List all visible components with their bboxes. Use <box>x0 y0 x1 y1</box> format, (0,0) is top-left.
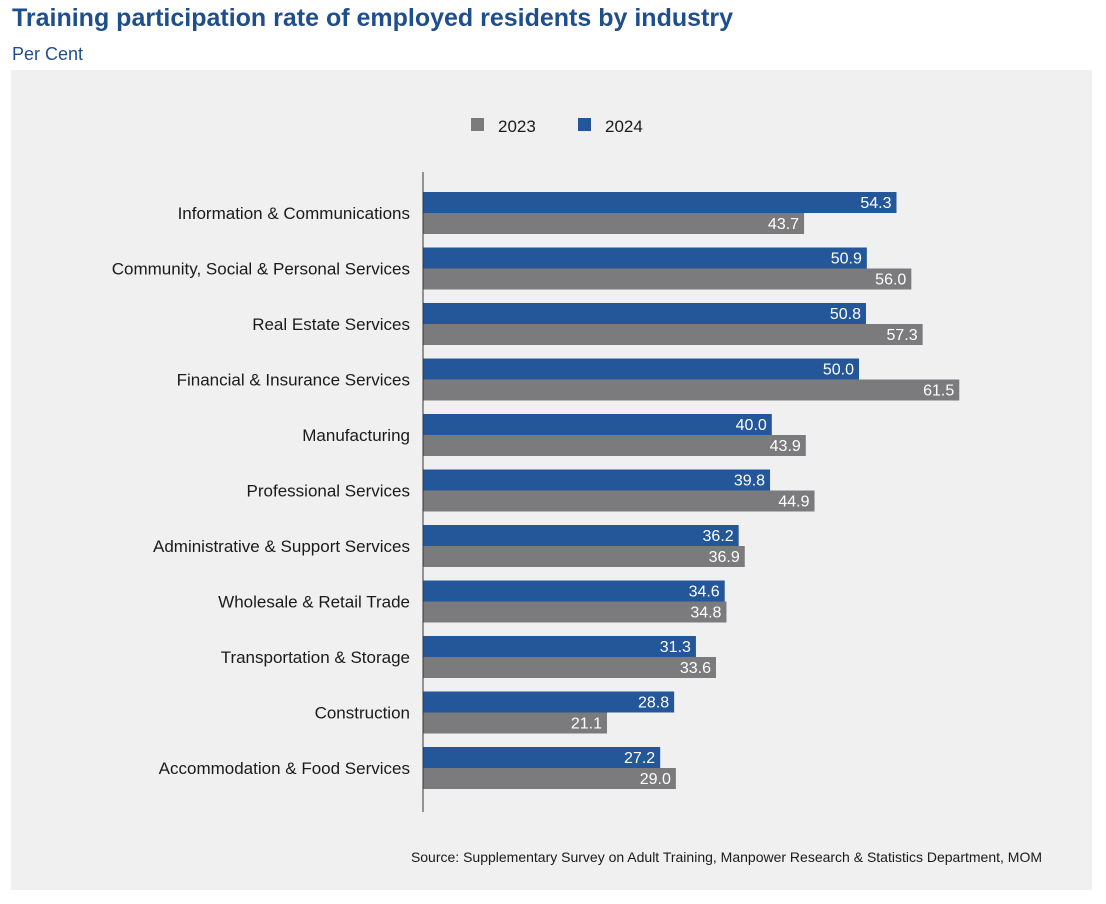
data-label-2024: 36.2 <box>703 528 734 545</box>
category-label: Information & Communications <box>178 204 410 223</box>
data-label-2024: 39.8 <box>734 473 765 490</box>
data-label-2023: 21.1 <box>571 716 602 733</box>
bar-2023 <box>423 379 960 401</box>
data-label-2023: 29.0 <box>640 771 671 788</box>
legend: 2023 2024 <box>471 117 643 136</box>
category-label: Manufacturing <box>302 426 410 445</box>
bar-2023 <box>423 213 805 234</box>
bar-2024 <box>423 247 867 269</box>
bar-2023 <box>423 712 607 734</box>
plot-area: Information & Communications 54.3 43.7 Comm… <box>112 192 960 789</box>
data-label-2023: 43.7 <box>768 216 799 233</box>
data-label-2023: 61.5 <box>923 383 954 400</box>
bar-2024 <box>423 525 739 546</box>
chart-title: Training participation rate of employed … <box>12 4 733 32</box>
data-label-2024: 50.8 <box>830 306 861 323</box>
data-label-2024: 31.3 <box>660 639 691 656</box>
bar-2023 <box>423 601 727 623</box>
data-label-2024: 27.2 <box>624 750 655 767</box>
data-label-2024: 54.3 <box>860 195 891 212</box>
bar-2024 <box>423 303 866 324</box>
data-label-2024: 50.9 <box>831 251 862 268</box>
category-label: Construction <box>315 704 410 723</box>
bar-2023 <box>423 324 923 345</box>
legend-swatch-2023 <box>471 118 484 131</box>
bar-2024 <box>423 414 772 435</box>
data-label-2023: 57.3 <box>887 327 918 344</box>
category-label: Professional Services <box>247 482 410 501</box>
bar-2024 <box>423 192 897 213</box>
category-label: Administrative & Support Services <box>153 537 410 556</box>
bar-2023 <box>423 435 806 456</box>
bar-2024 <box>423 636 696 657</box>
legend-label-2024: 2024 <box>605 117 643 136</box>
bar-2024 <box>423 747 661 768</box>
legend-label-2023: 2023 <box>498 117 536 136</box>
bar-2024 <box>423 580 725 602</box>
bar-chart: 2023 2024 Information & Communications 54… <box>112 117 1042 865</box>
bar-2023 <box>423 490 815 512</box>
bar-2023 <box>423 268 912 290</box>
data-label-2024: 28.8 <box>638 695 669 712</box>
data-label-2024: 40.0 <box>736 417 767 434</box>
data-label-2023: 36.9 <box>709 549 740 566</box>
data-label-2023: 33.6 <box>680 660 711 677</box>
data-label-2023: 56.0 <box>875 272 906 289</box>
bar-2023 <box>423 768 676 789</box>
bar-2023 <box>423 546 745 567</box>
bar-2024 <box>423 469 771 491</box>
category-label: Real Estate Services <box>252 315 410 334</box>
chart-panel: 2023 2024 Information & Communications 54… <box>11 70 1092 890</box>
bar-2023 <box>423 657 716 678</box>
data-label-2024: 34.6 <box>689 584 720 601</box>
category-label: Community, Social & Personal Services <box>112 260 410 279</box>
category-label: Wholesale & Retail Trade <box>218 593 410 612</box>
data-label-2023: 43.9 <box>770 438 801 455</box>
chart-subtitle: Per Cent <box>12 44 84 64</box>
category-label: Transportation & Storage <box>221 648 410 667</box>
data-label-2024: 50.0 <box>823 362 854 379</box>
bar-2024 <box>423 691 675 713</box>
category-label: Financial & Insurance Services <box>177 371 410 390</box>
data-label-2023: 34.8 <box>690 605 721 622</box>
legend-swatch-2024 <box>578 118 591 131</box>
source-note: Source: Supplementary Survey on Adult Tr… <box>411 849 1042 865</box>
category-label: Accommodation & Food Services <box>159 759 410 778</box>
bar-2024 <box>423 358 859 380</box>
data-label-2023: 44.9 <box>778 494 809 511</box>
